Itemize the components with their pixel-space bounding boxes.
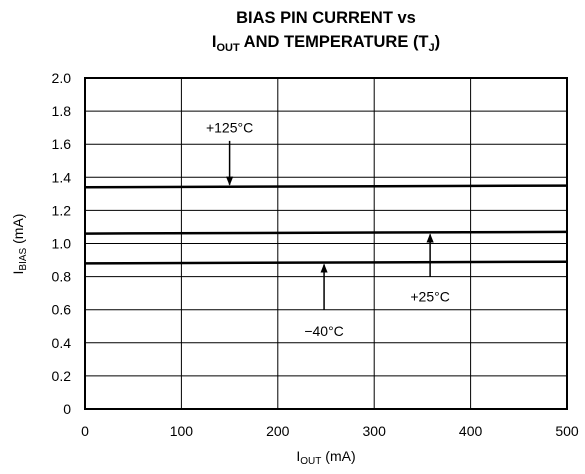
series-lines [84,184,568,265]
x-tick-label: 500 [555,423,579,439]
y-tick-label: 1.2 [52,202,72,218]
series-line [84,260,568,265]
x-tick-label: 0 [81,423,89,439]
y-tick-label: 0.6 [52,302,72,318]
x-tick-label: 400 [459,423,483,439]
grid [84,77,568,410]
title-end: ) [434,33,441,51]
annotations: +125°C +25°C −40°C [203,118,453,342]
y-tick-label: 2.0 [52,70,72,86]
title-symbol-subscript: OUT [216,42,240,54]
title-line-1: BIAS PIN CURRENT vs [236,9,416,27]
y-tick-label: 0.8 [52,269,72,285]
annotation-label-bg [302,322,347,342]
x-axis-unit: (mA) [321,448,356,464]
title-symbol: I [211,33,217,51]
annotation-label-bg [203,118,256,138]
chart-title: BIAS PIN CURRENT vs IOUT AND TEMPERATURE… [85,6,567,56]
title-temp-subscript: J [428,42,435,54]
plot-frame [84,77,568,410]
y-axis-symbol: I [10,270,26,275]
title-middle: AND TEMPERATURE (T [239,33,429,51]
y-tick-label: 0.2 [52,368,72,384]
y-axis-subscript: BIAS [18,247,29,271]
y-tick-label: 0.4 [52,335,72,351]
annotation-label: −40°C [304,323,343,339]
annotation-label: +25°C [410,288,449,304]
tick-labels: 0 100 200 300 400 500 0 0.2 0.4 0.6 0.8 1.0 1.2 1.4 1.… [52,70,579,439]
y-tick-label: 0 [63,401,71,417]
y-axis-label: IBIAS (mA) [10,213,29,275]
series-line [84,184,568,189]
x-tick-label: 100 [170,423,194,439]
x-tick-label: 200 [266,423,290,439]
x-axis-label: IOUT (mA) [85,448,567,467]
x-axis-subscript: OUT [300,456,322,467]
annotation-label: +125°C [206,120,253,136]
y-tick-label: 1.0 [52,236,72,252]
y-axis-unit: (mA) [10,213,26,248]
y-tick-label: 1.8 [52,103,72,119]
y-tick-label: 1.6 [52,136,72,152]
series-line [84,230,568,235]
y-tick-label: 1.4 [52,169,72,185]
title-line-2: IOUT AND TEMPERATURE (TJ) [211,33,441,54]
annotation-label-bg [408,287,453,307]
x-axis-symbol: I [296,448,301,464]
x-tick-label: 300 [363,423,387,439]
